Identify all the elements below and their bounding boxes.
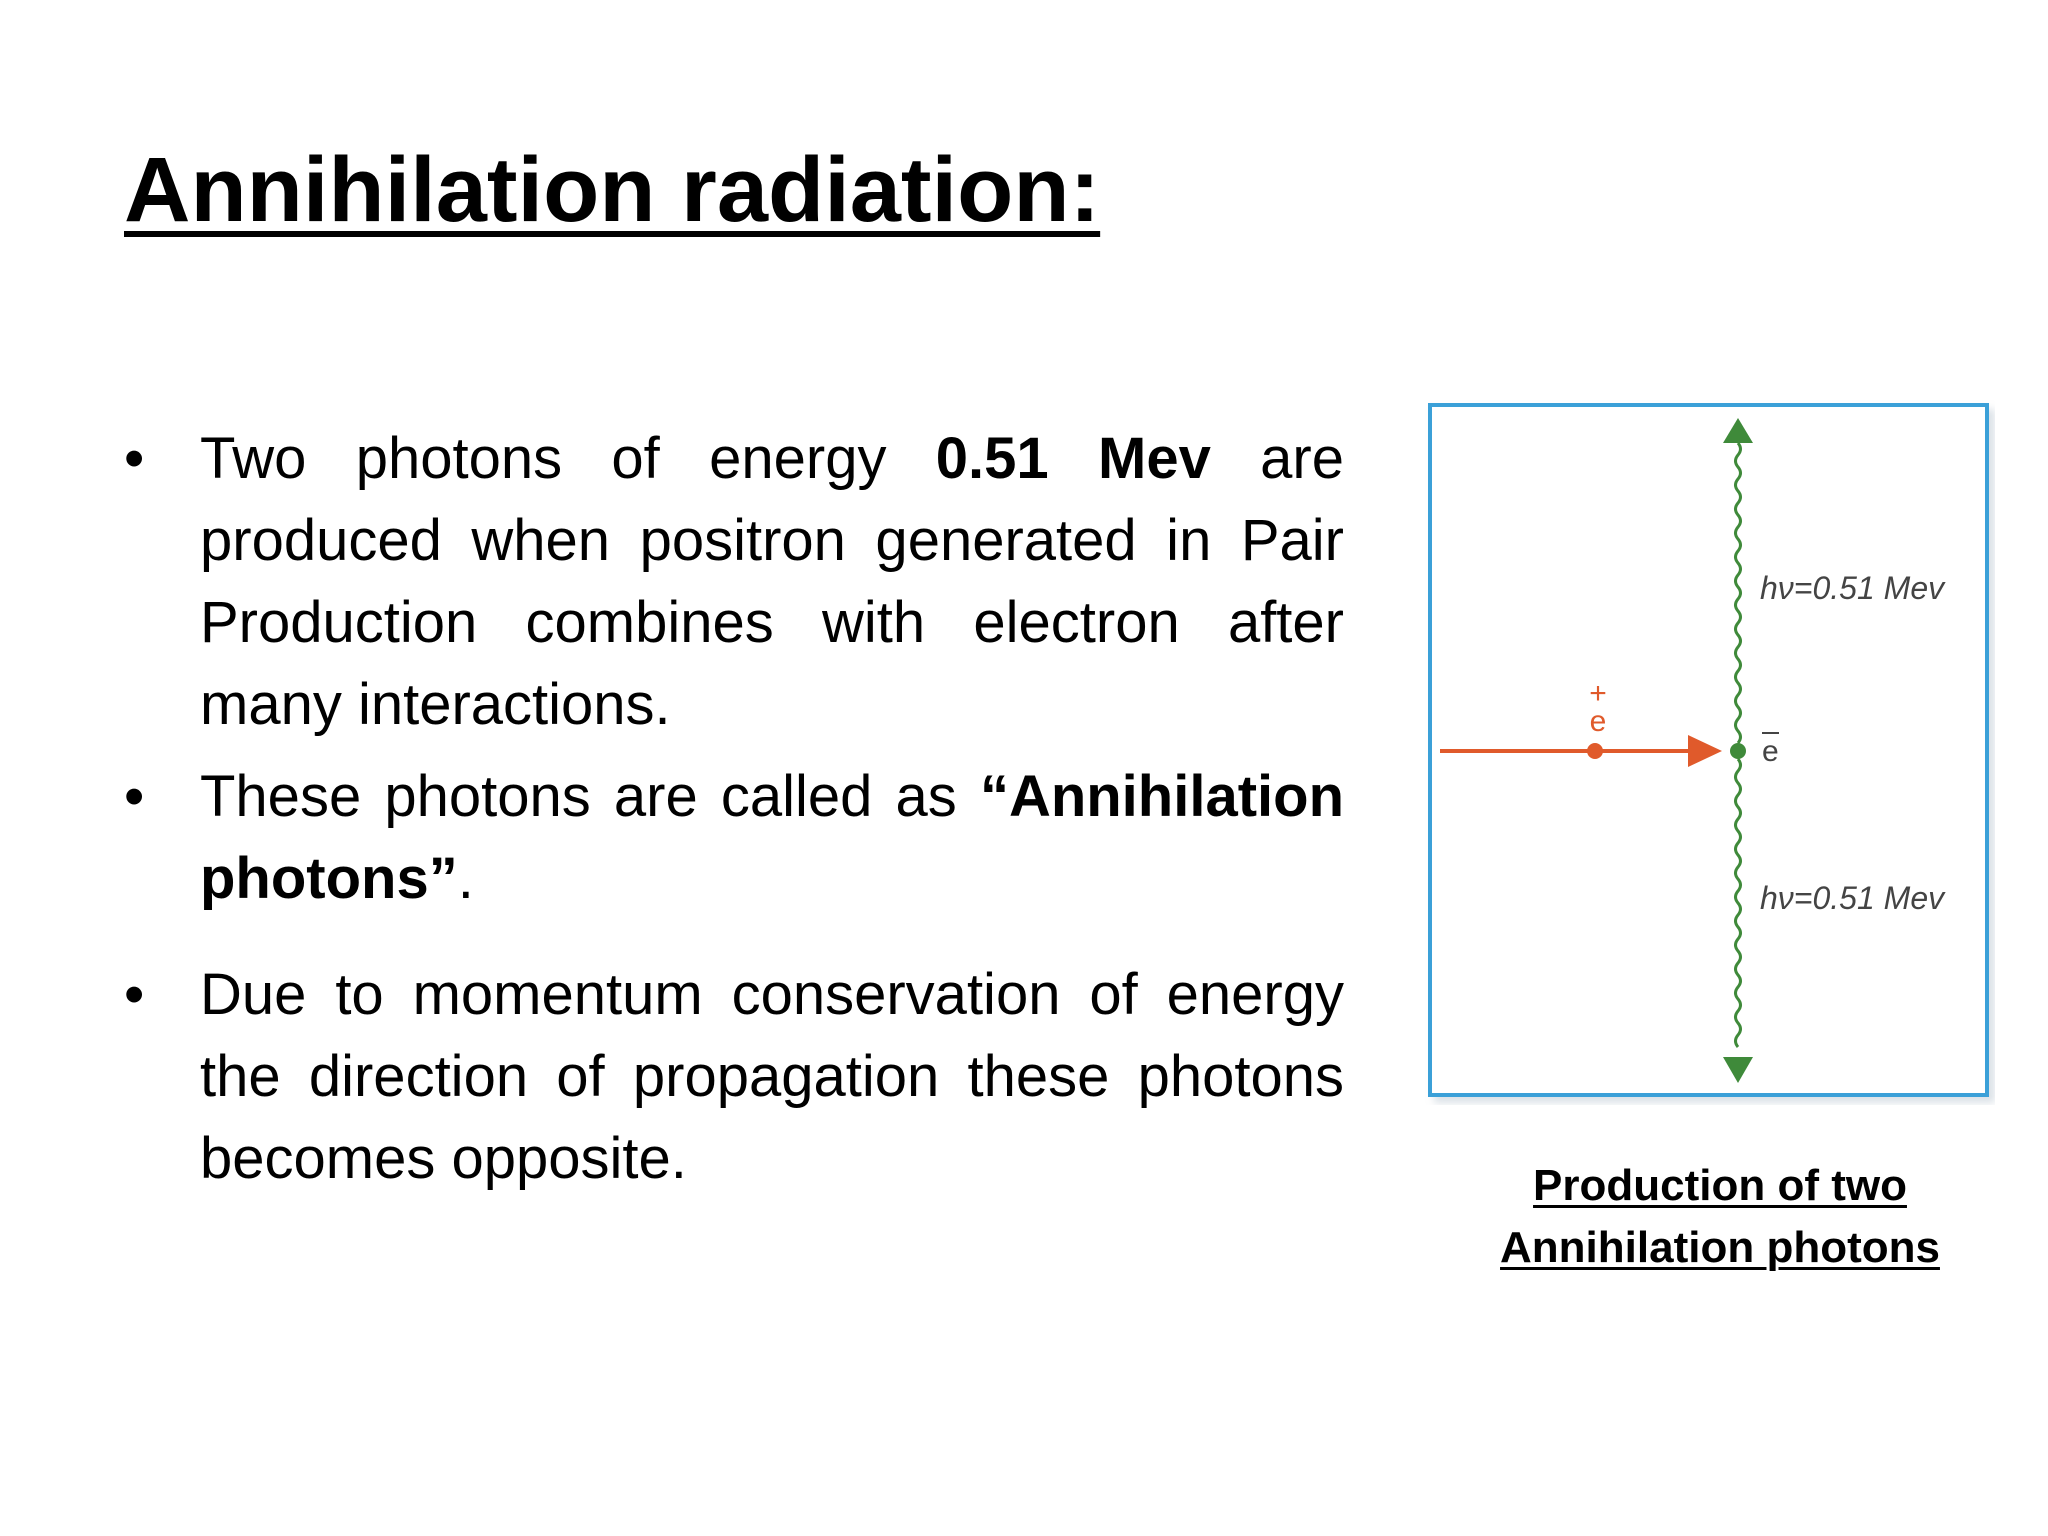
positron-arrow-head <box>1688 735 1722 767</box>
lower-photon-wave <box>1734 758 1742 1048</box>
positron-e-label: e <box>1590 705 1607 738</box>
electron-label: e <box>1762 735 1779 768</box>
bullet-text: are produced when positron generated in … <box>200 426 1344 737</box>
up-arrow-head <box>1723 418 1753 443</box>
bullet-bold-text: “Annihilation photons” <box>200 764 1344 911</box>
bullet-bold-text: 0.51 Mev <box>935 426 1211 491</box>
caption-line-1: Production of two <box>1533 1161 1907 1210</box>
bullet-text: Due to momentum conservation of energy t… <box>200 962 1344 1191</box>
photon-label-bottom: hν=0.51 Mev <box>1760 880 1946 916</box>
caption-line-2: Annihilation photons <box>1500 1223 1940 1272</box>
bullet-text: These photons are called as <box>200 764 980 829</box>
upper-photon-wave <box>1734 442 1742 744</box>
bullet-annihilation-photons: These photons are called as “Annihilatio… <box>124 756 1344 920</box>
positron-plus-label: + <box>1589 677 1607 710</box>
bullet-text: Two photons of energy <box>200 426 936 491</box>
annihilation-diagram: + e e hν=0.51 Mev hν=0.51 Mev <box>1420 395 1995 1105</box>
slide-title: Annihilation radiation: <box>124 139 1101 241</box>
down-arrow-head <box>1723 1057 1753 1083</box>
electron-dot <box>1730 743 1746 759</box>
bullet-photon-energy: Two photons of energy 0.51 Mev are produ… <box>124 418 1344 746</box>
positron-dot <box>1587 743 1603 759</box>
bullet-text: . <box>457 846 474 911</box>
annihilation-diagram-svg: + e e hν=0.51 Mev hν=0.51 Mev <box>1428 403 1989 1097</box>
bullet-momentum-conservation: Due to momentum conservation of energy t… <box>124 954 1344 1200</box>
bullet-list: Two photons of energy 0.51 Mev are produ… <box>124 418 1344 1200</box>
figure-caption: Production of two Annihilation photons <box>1420 1155 2020 1279</box>
photon-label-top: hν=0.51 Mev <box>1760 570 1946 606</box>
